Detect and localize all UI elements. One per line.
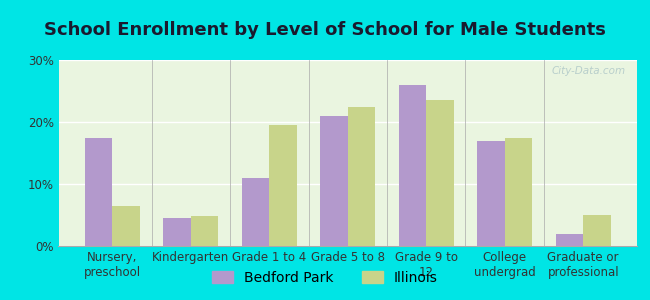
Bar xyxy=(320,116,348,246)
Bar xyxy=(556,234,583,246)
Bar xyxy=(269,125,297,246)
Bar xyxy=(84,137,112,246)
Bar xyxy=(348,106,375,246)
Bar xyxy=(190,216,218,246)
Legend: Bedford Park, Illinois: Bedford Park, Illinois xyxy=(207,265,443,290)
Bar xyxy=(398,85,426,246)
Bar xyxy=(426,100,454,246)
Bar xyxy=(477,141,505,246)
Text: School Enrollment by Level of School for Male Students: School Enrollment by Level of School for… xyxy=(44,21,606,39)
Bar xyxy=(583,215,611,246)
Bar xyxy=(163,218,190,246)
Text: City-Data.com: City-Data.com xyxy=(551,66,625,76)
Bar xyxy=(242,178,269,246)
Bar xyxy=(112,206,140,246)
Bar xyxy=(505,137,532,246)
